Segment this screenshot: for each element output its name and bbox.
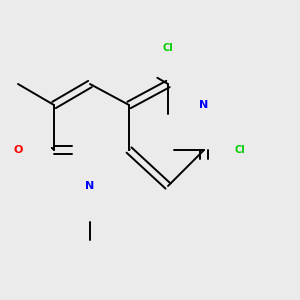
Text: N: N — [200, 100, 208, 110]
Text: O: O — [13, 145, 23, 155]
Text: Cl: Cl — [235, 145, 245, 155]
Text: Cl: Cl — [163, 43, 173, 53]
Text: N: N — [85, 181, 94, 191]
